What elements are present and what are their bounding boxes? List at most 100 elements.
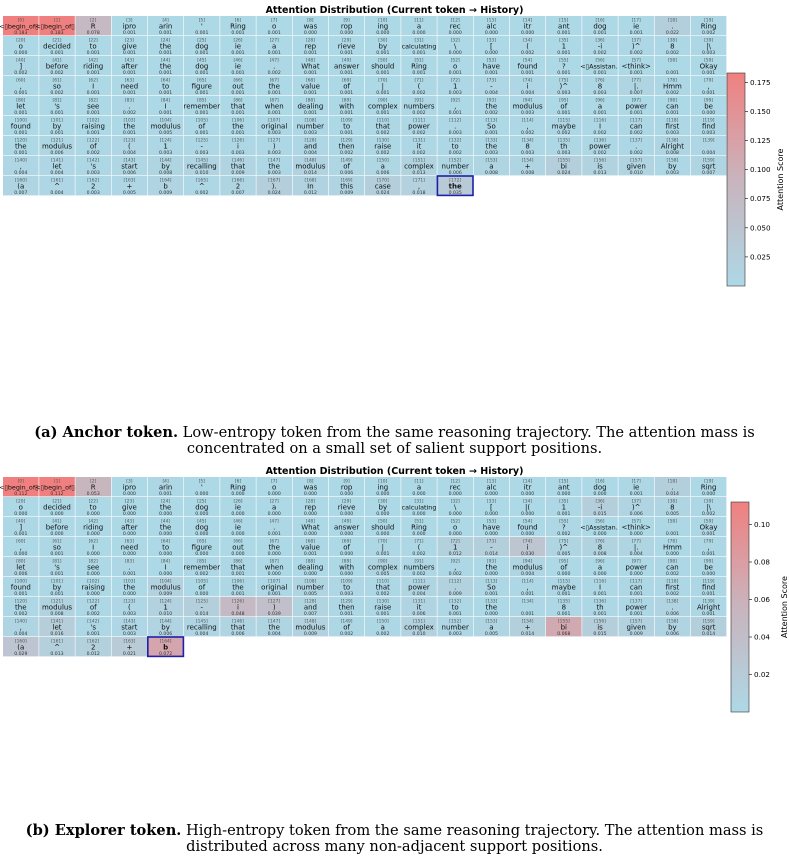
cell-score: 0.002 (50, 90, 63, 96)
cell-token: ant (558, 484, 570, 492)
cell-index: [27] (270, 38, 279, 44)
cell-token: before (46, 63, 69, 71)
heatmap-cell: [171],0.018 (401, 176, 437, 196)
cell-index: [124] (160, 599, 172, 605)
cell-token: and (304, 604, 317, 612)
heatmap-cell: [76]80.008 (582, 537, 618, 557)
cell-index: [102] (87, 579, 99, 585)
cell-token: What (301, 524, 320, 532)
cell-score: 0.001 (557, 511, 570, 517)
cell-token: b (163, 644, 168, 652)
cell-index: [112] (449, 118, 461, 124)
cell-index: [104] (160, 118, 172, 124)
cell-index: [165] (196, 178, 208, 184)
cell-score: 0.001 (231, 30, 244, 36)
cell-token: ) (273, 143, 276, 151)
heatmap-cell: [57]<think>0.000 (618, 517, 654, 537)
cell-token: alc (486, 23, 496, 31)
heatmap-cell: [144]by0.006 (147, 617, 184, 637)
cell-token: numbers (404, 103, 435, 111)
cell-score: 0.002 (87, 611, 100, 617)
heatmap-cell: [7]o0.001 (256, 16, 292, 36)
cell-index: [72] (451, 539, 460, 545)
cell-index: [136] (594, 599, 606, 605)
cell-token: ( (128, 604, 131, 612)
cell-score: 0.001 (268, 50, 281, 56)
heatmap-cell: [153]a0.008 (473, 156, 510, 176)
cell-score: 0.002 (123, 110, 136, 116)
cell-index: [103] (123, 579, 135, 585)
cell-score: 0.003 (557, 150, 570, 156)
heatmap-cell: [83].0.002 (111, 96, 148, 116)
heatmap-cell: [168]In0.012 (292, 176, 329, 196)
cell-token: to (162, 83, 169, 91)
cell-token: complex (404, 624, 434, 632)
cell-token: Alright (661, 143, 684, 151)
cell-score: 0.000 (340, 511, 353, 517)
cell-index: [58] (668, 519, 677, 525)
cell-index: [33] (487, 499, 496, 505)
heatmap-cell: [34](0.002 (509, 36, 546, 56)
heatmap-cell: [84]I0.001 (147, 96, 184, 116)
caption-text: High-entropy token from the same reasoni… (181, 822, 764, 855)
cell-token: number (297, 584, 324, 592)
cell-index: [9] (343, 479, 350, 485)
cell-score: 0.001 (340, 130, 353, 136)
cell-index: [125] (196, 138, 208, 144)
cell-index: [54] (523, 58, 532, 64)
cell-score: 0.000 (449, 30, 462, 36)
cell-index: [2] (90, 18, 97, 24)
cell-score: 0.001 (231, 571, 244, 577)
cell-token: , (418, 183, 420, 191)
cell-index: [67] (270, 539, 279, 545)
cell-index: [120] (15, 599, 27, 605)
cell-index: [134] (522, 138, 534, 144)
cell-token: 8 (670, 43, 674, 51)
cell-token: by (379, 43, 388, 51)
cell-score: 0.000 (593, 491, 606, 497)
cell-index: [157] (630, 619, 642, 625)
cell-index: [129] (341, 138, 353, 144)
cell-score: 0.053 (87, 491, 100, 497)
cell-index: [144] (160, 158, 172, 164)
cell-token: remember (183, 564, 220, 572)
cell-token: 8 (525, 143, 529, 151)
cell-index: [22] (89, 499, 98, 505)
cell-index: [27] (270, 499, 279, 505)
heatmap-cell: [150]a0.002 (365, 617, 401, 637)
heatmap-cell: [164]b0.072 (147, 636, 185, 658)
cell-score: 0.003 (666, 130, 679, 136)
heatmap-cell: [150]a0.006 (365, 156, 401, 176)
cell-token: Ring (230, 23, 246, 31)
cell-score: 0.000 (557, 491, 570, 497)
cell-index: [143] (123, 619, 135, 625)
cell-index: [117] (630, 579, 642, 585)
cell-score: 0.005 (666, 511, 679, 517)
cell-score: 0.001 (557, 70, 570, 76)
cell-token: of (560, 564, 567, 572)
cell-token: -i (598, 43, 603, 51)
cell-index: [151] (413, 619, 425, 625)
cell-token: o (19, 504, 23, 512)
cell-index: [81] (52, 559, 61, 565)
cell-score: 0.001 (666, 531, 679, 537)
cell-index: [139] (703, 138, 715, 144)
cell-score: 0.008 (50, 611, 63, 617)
cell-token: )^ (632, 504, 641, 512)
cell-score: 0.001 (268, 90, 281, 96)
cell-token: . (273, 524, 275, 532)
cell-token: o (453, 63, 457, 71)
cell-score: 0.000 (340, 571, 353, 577)
cell-index: [8] (307, 18, 314, 24)
heatmap-cell: [62]I0.000 (75, 537, 111, 557)
